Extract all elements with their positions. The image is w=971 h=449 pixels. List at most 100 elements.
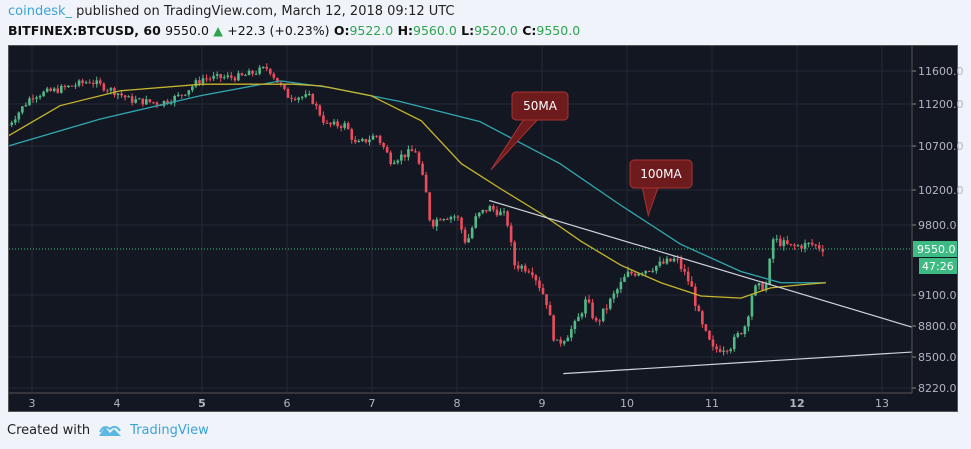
candle-up [407, 149, 410, 158]
candle-up [729, 349, 732, 352]
candle-down [9, 125, 10, 126]
candle-up [212, 75, 215, 79]
candle-up [616, 289, 619, 294]
candle-up [191, 86, 194, 91]
candle-down [438, 219, 442, 221]
candle-up [392, 162, 396, 165]
candle-down [701, 311, 704, 325]
candle-up [722, 350, 725, 352]
candle-up [477, 212, 481, 217]
tradingview-link[interactable]: TradingView [130, 423, 209, 438]
candle-up [187, 90, 191, 95]
candle-up [261, 66, 265, 68]
candle-up [619, 281, 623, 290]
candle-down [293, 98, 297, 100]
candle-down [495, 209, 499, 216]
candle-down [208, 78, 212, 80]
candle-down [633, 273, 637, 276]
candle-down [630, 271, 633, 274]
candle-up [453, 216, 456, 218]
candle-up [24, 105, 28, 107]
candle-down [793, 244, 796, 246]
candle-up [10, 122, 14, 126]
candle-down [428, 192, 431, 221]
candle-up [297, 97, 300, 100]
candle-up [736, 333, 740, 337]
candle-down [492, 206, 495, 210]
candle-up [237, 73, 240, 81]
candle-up [222, 77, 226, 79]
candle-up [570, 329, 573, 338]
x-tick-label: 8 [454, 397, 461, 410]
candle-up [145, 99, 148, 105]
candle-up [38, 96, 42, 98]
candle-down [283, 84, 286, 89]
symbol-info: BITFINEX:BTCUSD, 60 9550.0 ▲ +22.3 (+0.2… [8, 23, 580, 38]
published-text: published on TradingView.com, March 12, … [76, 4, 455, 19]
candle-up [651, 270, 655, 272]
candle-up [488, 206, 492, 212]
annotation-box [511, 91, 569, 121]
low-label: L: [461, 23, 475, 38]
candle-down [251, 70, 254, 74]
candle-down [527, 271, 531, 273]
candle-down [786, 240, 789, 244]
candle-up [13, 119, 17, 123]
candle-up [95, 80, 99, 85]
candle-down [378, 135, 382, 143]
candle-down [81, 80, 84, 83]
candle-down [265, 66, 269, 69]
candle-down [290, 97, 293, 99]
candle-down [91, 82, 95, 85]
candle-down [318, 105, 322, 116]
candle-up [116, 93, 120, 96]
created-with-text: Created with [7, 423, 91, 438]
x-tick-label: 7 [369, 397, 376, 410]
candle-down [817, 245, 821, 249]
open-label: O: [333, 23, 350, 38]
candle-up [750, 295, 754, 317]
y-tick-label: 11600.0 [918, 65, 964, 78]
annotation-label: 50MA [523, 99, 558, 113]
candle-down [322, 115, 325, 123]
high-value: 9560.0 [413, 23, 457, 38]
candle-down [350, 129, 354, 140]
candle-down [141, 98, 145, 105]
candle-down [364, 139, 368, 143]
candle-down [460, 217, 463, 230]
chart-area[interactable] [8, 45, 958, 412]
candle-up [481, 209, 485, 213]
x-tick-label: 6 [284, 397, 291, 410]
candle-up [173, 95, 176, 103]
candle-down [778, 238, 782, 246]
candle-down [789, 243, 793, 245]
y-tick-label: 10700.0 [918, 140, 964, 153]
candle-up [28, 98, 31, 106]
candle-down [414, 151, 417, 153]
candle-down [166, 100, 169, 104]
candle-up [300, 96, 304, 98]
annotation-pointer [641, 187, 659, 218]
candle-up [169, 102, 173, 104]
candle-down [740, 333, 743, 335]
y-tick-label: 8500.0 [918, 351, 957, 364]
candle-down [679, 258, 683, 270]
x-tick-label: 5 [198, 397, 206, 410]
candle-down [230, 75, 233, 78]
candle-down [286, 88, 290, 98]
candle-up [162, 100, 166, 106]
candle-down [113, 88, 116, 96]
candle-down [541, 288, 545, 295]
author-link[interactable]: coindesk_ [8, 4, 73, 19]
candle-up [343, 123, 346, 128]
high-label: H: [397, 23, 414, 38]
candle-down [587, 299, 591, 303]
candle-down [385, 147, 389, 153]
candle-up [584, 299, 587, 314]
candle-down [697, 305, 701, 312]
candle-down [485, 209, 488, 212]
candle-up [807, 242, 810, 244]
candle-up [194, 80, 198, 87]
candle-up [42, 91, 45, 97]
candle-up [782, 240, 786, 246]
